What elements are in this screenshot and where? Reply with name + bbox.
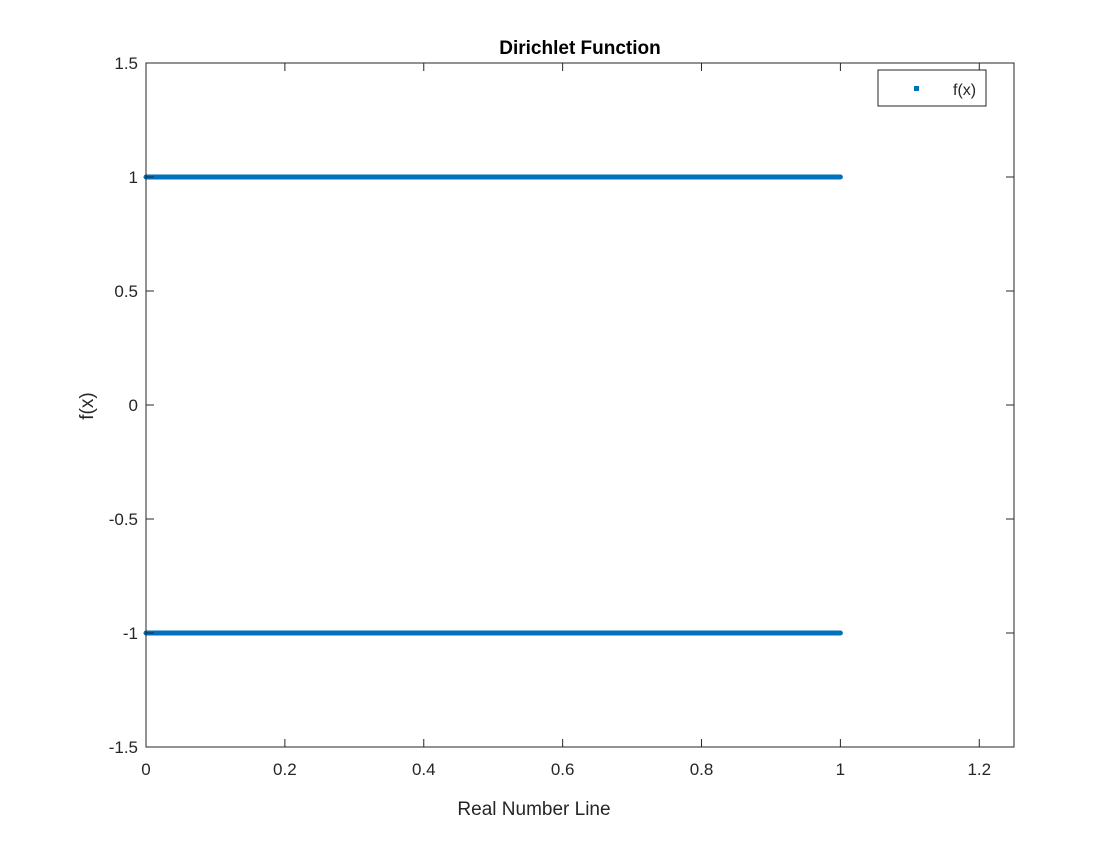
x-tick-label: 1.2 (967, 760, 991, 779)
x-tick-label: 0.6 (551, 760, 575, 779)
y-tick-label: -1 (123, 624, 138, 643)
y-axis-label: f(x) (77, 392, 98, 419)
x-tick-label: 0.8 (690, 760, 714, 779)
y-tick-label: 1.5 (114, 54, 138, 73)
x-tick-label: 1 (836, 760, 845, 779)
chart-title: Dirichlet Function (499, 38, 661, 59)
y-tick-label: 0.5 (114, 282, 138, 301)
x-axis-label: Real Number Line (457, 799, 610, 820)
axes-background (146, 63, 1014, 747)
y-tick-label: 0 (129, 396, 138, 415)
axis-ticks: 0 0.2 0.4 0.6 0.8 1 1.2 -1.5 -1 -0.5 0 0.5 1 1.5 (109, 54, 1014, 779)
y-tick-label: 1 (129, 168, 138, 187)
y-tick-label: -1.5 (109, 738, 138, 757)
x-tick-label: 0.4 (412, 760, 436, 779)
legend: f(x) (877, 69, 987, 107)
x-tick-label: 0.2 (273, 760, 297, 779)
y-tick-label: -0.5 (109, 510, 138, 529)
x-tick-label: 0 (141, 760, 150, 779)
series-marks (143, 174, 843, 636)
legend-box (877, 69, 987, 107)
legend-marker (914, 86, 919, 91)
legend-label: f(x) (953, 82, 976, 99)
